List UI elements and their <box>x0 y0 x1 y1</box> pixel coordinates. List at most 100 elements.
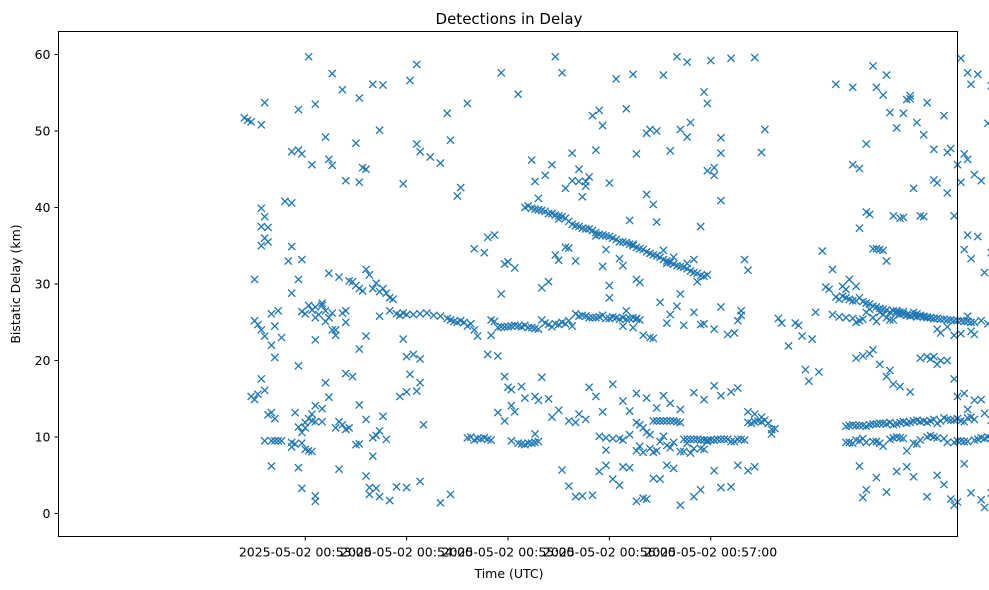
data-point <box>341 176 350 185</box>
data-point <box>683 435 692 444</box>
data-point <box>841 438 851 447</box>
data-point <box>892 123 901 132</box>
data-point <box>946 416 955 425</box>
data-point <box>740 436 749 445</box>
data-point <box>551 250 560 259</box>
data-point <box>622 306 631 315</box>
data-point <box>571 492 580 501</box>
data-point <box>412 387 421 396</box>
data-point <box>703 437 712 446</box>
data-point <box>659 432 668 441</box>
data-point <box>257 120 266 129</box>
data-point <box>929 352 938 361</box>
data-point <box>943 315 952 325</box>
data-point <box>490 317 499 326</box>
data-point <box>544 209 553 218</box>
data-point <box>341 369 350 378</box>
data-point <box>743 407 753 416</box>
data-point <box>916 436 925 445</box>
data-point <box>571 418 580 427</box>
data-point <box>361 165 371 174</box>
data-point <box>257 222 266 231</box>
data-point <box>710 325 719 334</box>
data-point <box>977 395 986 404</box>
data-point <box>679 321 688 330</box>
data-point <box>750 53 759 62</box>
data-point <box>649 416 658 426</box>
data-point <box>257 204 266 213</box>
data-point <box>777 318 786 328</box>
data-point <box>740 255 749 264</box>
data-point <box>966 318 976 327</box>
data-point <box>693 277 702 286</box>
data-point <box>598 407 607 416</box>
data-point <box>507 436 516 445</box>
data-point <box>899 434 908 443</box>
data-point <box>916 354 925 363</box>
data-point <box>416 477 425 486</box>
data-point <box>963 405 972 414</box>
data-point <box>841 313 851 322</box>
data-point <box>338 420 347 429</box>
data-point <box>970 330 979 339</box>
data-point <box>825 285 834 294</box>
data-point <box>605 281 614 290</box>
data-point <box>689 255 698 264</box>
data-point <box>263 237 273 246</box>
data-point <box>980 409 989 418</box>
data-point <box>666 416 675 426</box>
data-point <box>446 490 455 499</box>
data-point <box>399 335 408 344</box>
data-point <box>297 149 306 158</box>
data-point <box>537 283 546 292</box>
data-point <box>260 436 269 445</box>
data-point <box>750 410 759 419</box>
data-point <box>409 310 418 319</box>
data-point <box>615 481 624 490</box>
data-point <box>794 321 803 330</box>
data-point <box>727 387 736 396</box>
data-point <box>659 416 668 426</box>
data-point <box>929 145 938 154</box>
data-point <box>956 329 965 338</box>
data-point <box>618 462 627 471</box>
data-point <box>899 213 908 222</box>
data-point <box>855 421 864 430</box>
data-point <box>402 483 411 492</box>
data-point <box>351 139 360 148</box>
data-point <box>514 90 523 99</box>
data-point <box>368 80 377 89</box>
data-point <box>696 485 705 494</box>
data-point <box>341 318 350 327</box>
data-point <box>703 166 712 175</box>
data-point <box>287 242 296 251</box>
data-point <box>534 325 543 334</box>
data-point <box>980 503 989 512</box>
y-axis-ticks: 0 10 20 30 40 50 60 <box>35 47 59 521</box>
data-point <box>568 322 577 331</box>
data-point <box>334 465 344 474</box>
data-point <box>311 401 320 410</box>
data-point <box>544 394 553 403</box>
data-point <box>470 325 479 334</box>
data-point <box>862 438 871 447</box>
data-point <box>983 432 989 442</box>
data-point <box>615 254 624 263</box>
data-point <box>524 323 533 332</box>
data-point <box>676 125 685 134</box>
data-point <box>716 435 725 444</box>
data-point <box>666 443 675 452</box>
data-point <box>710 171 719 180</box>
data-point <box>378 412 388 421</box>
data-point <box>710 163 719 172</box>
data-point <box>683 439 692 448</box>
data-point <box>361 415 371 424</box>
data-point <box>429 311 438 320</box>
data-point <box>267 309 276 318</box>
data-point <box>419 420 428 429</box>
data-point <box>591 392 600 401</box>
data-point <box>858 315 867 324</box>
data-point <box>351 440 360 449</box>
data-point <box>324 269 333 278</box>
